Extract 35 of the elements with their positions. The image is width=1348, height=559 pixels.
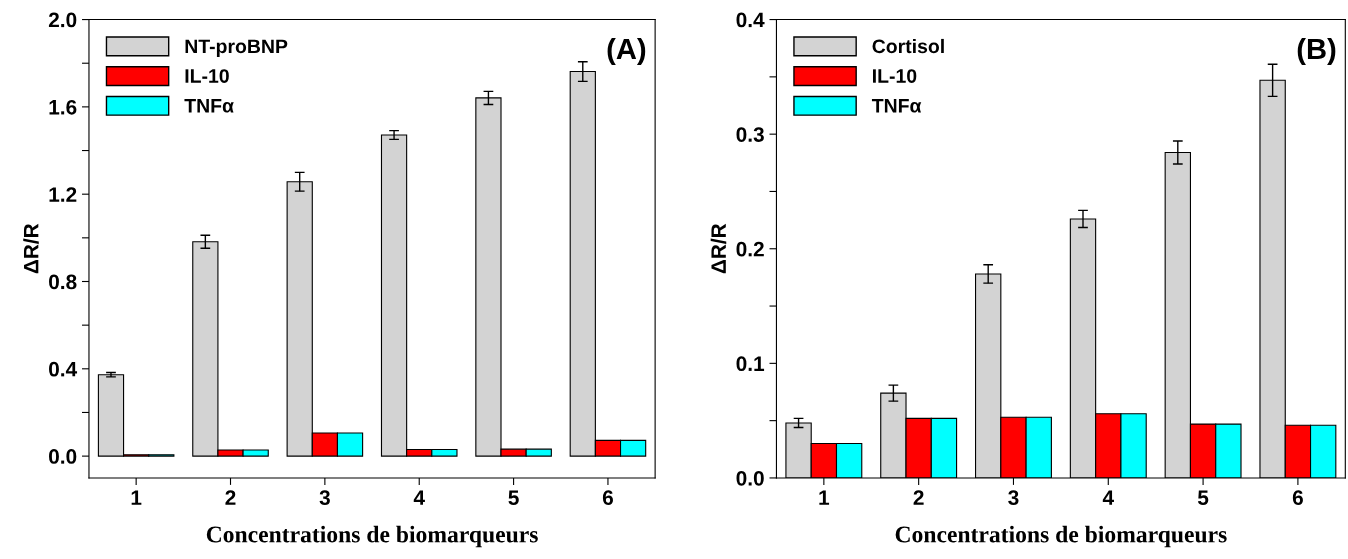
x-tick-label: 6 xyxy=(602,490,613,506)
x-tick-label: 3 xyxy=(1008,490,1019,506)
y-tick-label: 0.8 xyxy=(49,274,77,290)
y-tick-label: 0.2 xyxy=(736,241,764,257)
y-tick-label: 2.0 xyxy=(48,12,77,28)
x-tick-label: 4 xyxy=(1102,490,1114,505)
legend-label: Cortisol xyxy=(872,38,944,54)
x-tick-label: 3 xyxy=(319,490,330,506)
x-tick-label: 5 xyxy=(508,490,519,506)
x-tick-label: 1 xyxy=(819,490,830,505)
x-tick-label: 5 xyxy=(1197,490,1209,506)
legend-label: IL-10 xyxy=(873,69,917,83)
legend-label: TNFα xyxy=(184,99,234,113)
y-tick-label: 0.0 xyxy=(49,449,77,464)
y-axis-title: ΔR/R xyxy=(23,223,39,274)
annotation: (B) xyxy=(1297,37,1336,66)
x-tick-label: 1 xyxy=(131,490,142,505)
annotation: (A) xyxy=(607,37,646,66)
y-tick-label: 0.0 xyxy=(736,470,764,486)
x-axis-title: Concentrations de biomarqueurs xyxy=(895,525,1227,548)
y-tick-label: 0.1 xyxy=(736,356,765,372)
y-tick-label: 1.6 xyxy=(49,99,77,115)
x-axis-title: Concentrations de biomarqueurs xyxy=(206,525,538,548)
x-tick-label: 2 xyxy=(913,490,924,505)
x-tick-label: 4 xyxy=(413,490,425,505)
legend-label: NT-proBNP xyxy=(185,39,288,58)
x-tick-label: 6 xyxy=(1292,490,1303,506)
y-axis-title: ΔR/R xyxy=(710,223,727,274)
legend-label: TNFα xyxy=(871,99,922,113)
y-tick-label: 0.4 xyxy=(736,12,765,28)
y-tick-label: 1.2 xyxy=(49,187,77,202)
y-tick-label: 0.3 xyxy=(736,127,764,142)
legend-label: IL-10 xyxy=(185,69,229,83)
y-tick-label: 0.4 xyxy=(49,361,78,377)
x-tick-label: 2 xyxy=(225,490,236,505)
